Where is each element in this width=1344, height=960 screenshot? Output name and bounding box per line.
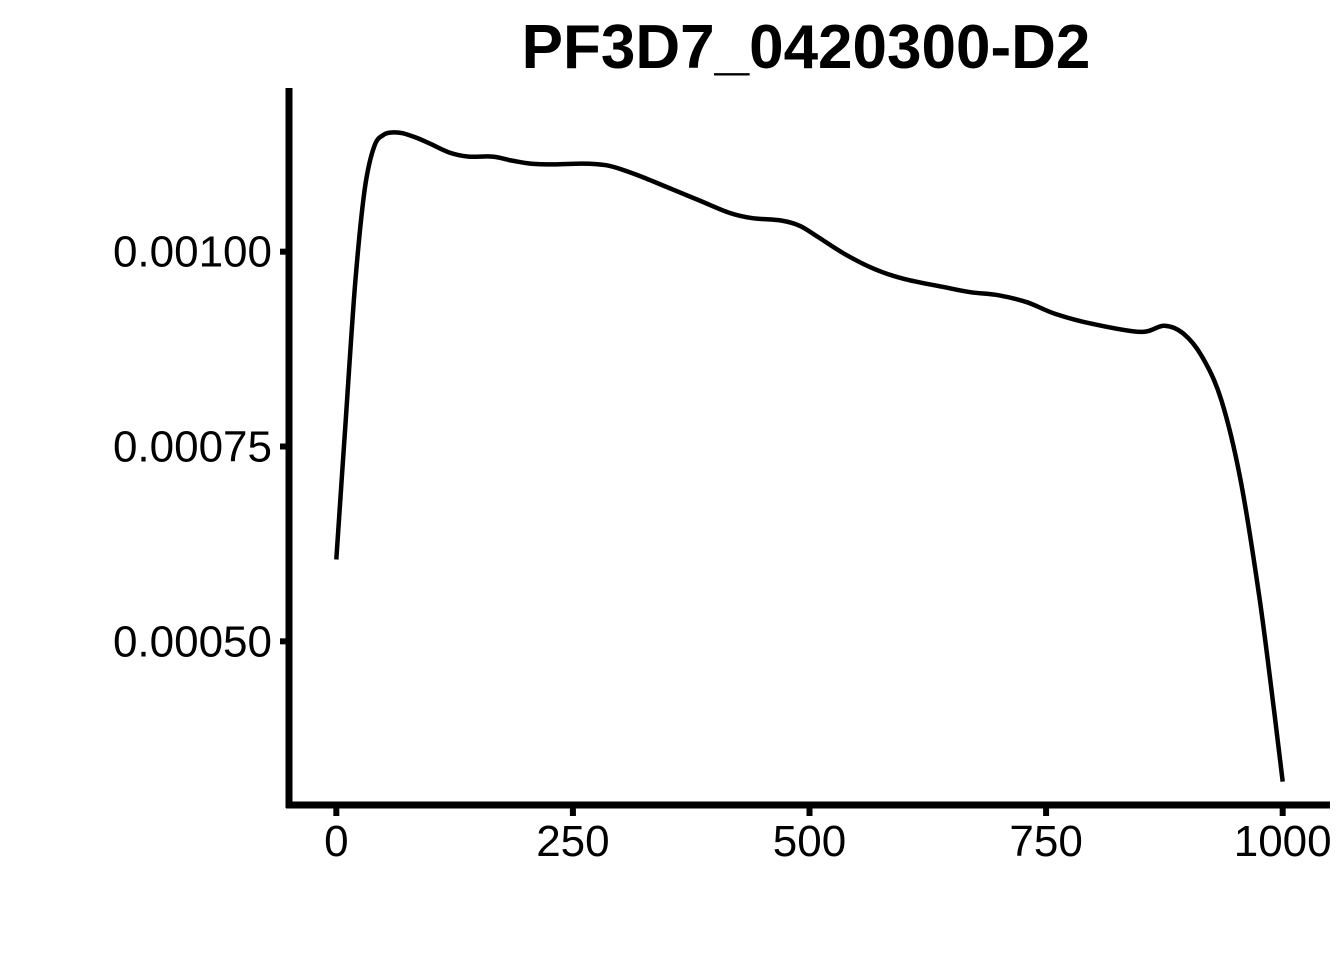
y-tick-label: 0.00100 xyxy=(113,228,272,277)
x-tick-label: 0 xyxy=(324,817,348,866)
axes: 0.00050 0.00075 0.00100 0 250 500 750 1000 xyxy=(113,88,1332,866)
x-tick-label: 250 xyxy=(536,817,609,866)
x-tick-label: 750 xyxy=(1009,817,1082,866)
y-tick-label: 0.00075 xyxy=(113,423,272,472)
density-line xyxy=(334,130,1285,782)
plot-marks xyxy=(334,130,1285,782)
x-tick-label: 500 xyxy=(773,817,846,866)
x-tick-label: 1000 xyxy=(1234,817,1332,866)
chart-title: PF3D7_0420300-D2 xyxy=(522,13,1091,82)
y-tick-label: 0.00050 xyxy=(113,617,272,666)
